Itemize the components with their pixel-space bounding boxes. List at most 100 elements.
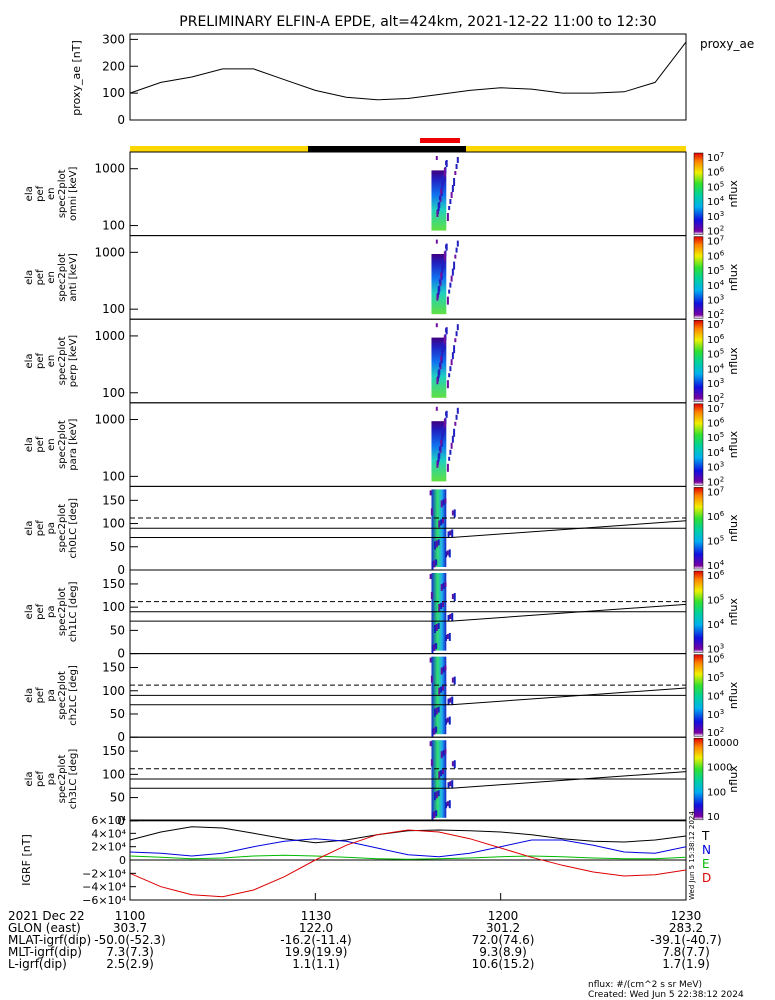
spectrogram-speck: [438, 279, 441, 284]
ephem-value: 9.3(8.9): [479, 945, 527, 959]
colorbar-tick-label: 107: [707, 485, 724, 498]
loss-cone-line: [130, 687, 687, 706]
ephem-value: -39.1(-40.7): [650, 933, 721, 947]
panel-tick-label: 50: [110, 707, 125, 721]
colorbar-label: nflux: [727, 598, 740, 626]
pitch-angle-speck: [451, 594, 454, 599]
colorbar-label: nflux: [727, 681, 740, 709]
spectrogram-speck: [456, 407, 459, 414]
status-black-segment: [308, 146, 466, 152]
colorbar-tick-label: 102: [707, 392, 724, 405]
pitch-angle-speck: [447, 698, 450, 705]
panel-ylabel: en: [46, 271, 57, 284]
panel-tick-label: 0: [117, 730, 125, 744]
pitch-angle-speck: [435, 707, 438, 715]
pitch-angle-speck: [447, 782, 450, 789]
ephem-row-label: GLON (east): [8, 921, 81, 935]
spectrogram-speck: [440, 272, 443, 278]
panel-ylabel: ela: [24, 270, 35, 285]
pitch-angle-speck: [435, 643, 438, 649]
pitch-angle-speck: [451, 677, 454, 683]
pitch-angle-speck: [448, 549, 451, 558]
igrf-tick-label: −4×10⁴: [82, 881, 126, 894]
spectrogram-speck: [436, 460, 439, 468]
panel-tick-label: 100: [102, 302, 125, 316]
pitch-angle-speck: [433, 541, 436, 550]
igrf-legend-T: T: [701, 829, 710, 843]
spectrogram-speck: [435, 406, 438, 411]
pitch-angle-speck: [447, 615, 450, 621]
spectrogram-speck: [449, 449, 452, 455]
pitch-angle-speck: [442, 499, 445, 506]
proxy-ae-tick-label: 200: [102, 59, 125, 73]
ephem-row-label: MLAT-igrf(dip): [8, 933, 91, 947]
panel-perp: 1000 100 ela pef en spec2plot perp [keV] 107 106…: [24, 318, 740, 405]
spectrogram-speck: [450, 275, 453, 282]
pitch-angle-speck: [438, 520, 441, 528]
panel-ylabel: ch3LC [deg]: [68, 749, 79, 810]
colorbar-tick-label: 105: [707, 431, 724, 444]
spectrogram-speck: [441, 265, 444, 272]
pitch-angle-speck: [440, 584, 443, 591]
spectrogram-speck: [454, 171, 457, 175]
spectrogram-speck: [449, 199, 452, 204]
spectrogram-speck: [454, 338, 457, 343]
footer-units: nflux: #/(cm^2 s sr MeV): [588, 980, 702, 990]
igrf-series-E: [129, 854, 687, 860]
panel-ylabel: pef: [35, 520, 46, 537]
panel-ch3LC: 150 100 50 0 ela pef pa spec2plot ch3LC [deg] 100…: [24, 736, 740, 828]
pitch-angle-speck: [440, 686, 443, 693]
pitch-angle-speck: [431, 812, 434, 821]
panel-ylabel: pef: [35, 603, 46, 620]
pitch-angle-speck: [451, 529, 454, 538]
panel-tick-label: 150: [102, 744, 125, 758]
panel-tick-label: 1000: [94, 162, 125, 176]
spectrogram-speck: [451, 268, 454, 276]
panel-ylabel: ch1LC [deg]: [68, 581, 79, 642]
igrf-legend-E: E: [702, 857, 710, 871]
igrf-ylabel: IGRF [nT]: [20, 834, 33, 886]
igrf-series-D: [129, 829, 687, 898]
colorbar-tick-label: 102: [707, 475, 724, 488]
colorbar-tick-label: 104: [707, 689, 725, 702]
igrf-tick-label: 2×10⁴: [91, 841, 126, 854]
colorbar-tick-label: 106: [707, 569, 725, 582]
x-axis: [129, 893, 687, 900]
ephem-value: 301.2: [486, 921, 520, 935]
igrf-tick-label: −6×10⁴: [82, 894, 126, 907]
spectrogram-speck: [436, 293, 439, 301]
panel-tick-label: 0: [117, 563, 125, 577]
panel-ylabel: ela: [24, 353, 35, 368]
panel-tick-label: 100: [102, 767, 125, 781]
pitch-angle-speck: [453, 509, 456, 518]
pitch-angle-speck: [433, 625, 436, 633]
pitch-angle-speck: [451, 761, 454, 767]
colorbar-tick-label: 1000: [707, 763, 732, 774]
colorbar-tick-label: 103: [707, 643, 724, 656]
ephem-value: 122.0: [299, 921, 333, 935]
panel-tick-label: 100: [102, 517, 125, 531]
pitch-angle-speck: [429, 490, 432, 496]
panel-ch1LC: 150 100 50 0 ela pef pa spec2plot ch1LC [deg] 106…: [24, 569, 740, 661]
pitch-angle-speck: [429, 741, 432, 747]
panel-ylabel: pa: [46, 689, 57, 701]
pitch-angle-speck: [444, 498, 447, 504]
colorbar: [693, 737, 704, 821]
pitch-angle-speck: [440, 603, 443, 609]
spectrogram-speck: [435, 239, 438, 244]
spectrogram-speck: [445, 161, 448, 165]
spectrogram-speck: [450, 442, 453, 449]
pitch-angle-speck: [438, 771, 441, 779]
spectrogram-speck: [436, 210, 439, 217]
panel-ylabel: ela: [24, 688, 35, 703]
spectrogram-speck: [455, 247, 458, 253]
pitch-angle-speck: [446, 801, 449, 807]
pitch-angle-speck: [442, 750, 445, 757]
panel-ylabel: spec2plot: [57, 253, 68, 302]
spectrogram-speck: [451, 185, 454, 192]
plot-title: PRELIMINARY ELFIN-A EPDE, alt=424km, 202…: [179, 14, 656, 30]
pitch-angle-speck: [440, 770, 443, 777]
colorbar: [693, 403, 704, 486]
